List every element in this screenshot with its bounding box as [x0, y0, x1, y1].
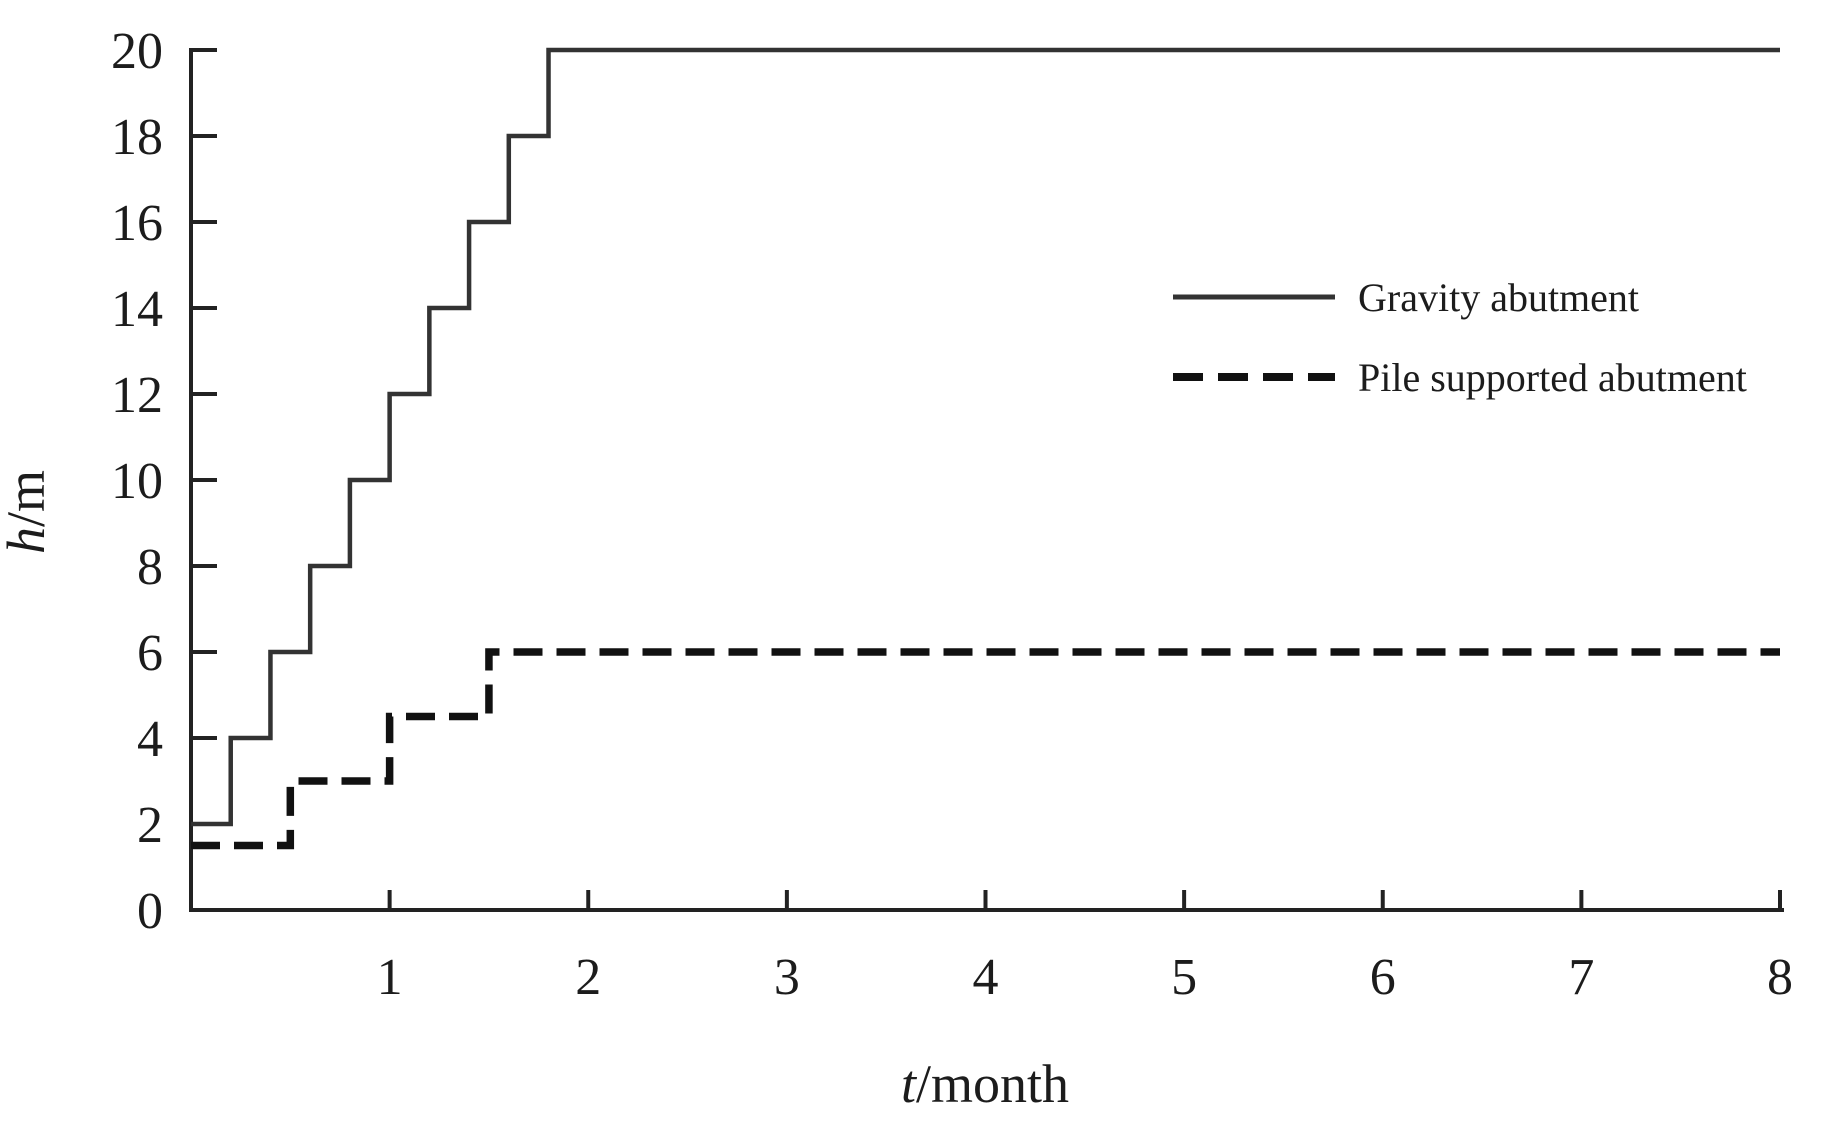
- y-tick-label: 16: [111, 195, 163, 252]
- y-axis-title: h/m: [0, 470, 56, 554]
- x-axis-variable: t: [901, 1054, 918, 1114]
- y-tick-label: 20: [111, 23, 163, 80]
- series-line-gravity-abutment: [191, 47, 1780, 827]
- y-tick-label: 2: [137, 797, 163, 854]
- x-tick-label: 2: [575, 949, 601, 1006]
- y-tick-label: 12: [111, 367, 163, 424]
- x-axis-unit: /month: [916, 1054, 1069, 1114]
- y-tick-label: 6: [137, 625, 163, 682]
- x-tick-label: 7: [1568, 949, 1594, 1006]
- data-series-group: [191, 47, 1780, 850]
- legend: Gravity abutment Pile supported abutment: [1173, 275, 1747, 400]
- x-tick-label: 8: [1767, 949, 1793, 1006]
- y-tick-label: 4: [137, 711, 163, 768]
- y-tick-label: 18: [111, 109, 163, 166]
- x-tick-label: 5: [1171, 949, 1197, 1006]
- x-tick-label: 3: [774, 949, 800, 1006]
- y-axis-variable: h: [0, 527, 56, 554]
- x-tick-label: 1: [377, 949, 403, 1006]
- x-tick-label: 6: [1370, 949, 1396, 1006]
- y-tick-label: 14: [111, 281, 163, 338]
- x-axis-title: t/month: [901, 1054, 1069, 1114]
- legend-label-pile-supported-abutment: Pile supported abutment: [1358, 355, 1747, 400]
- y-tick-label: 8: [137, 539, 163, 596]
- y-axis-unit: /m: [0, 470, 56, 527]
- y-tick-label: 10: [111, 453, 163, 510]
- legend-label-gravity-abutment: Gravity abutment: [1358, 275, 1639, 320]
- y-tick-label: 0: [137, 883, 163, 940]
- x-tick-label: 4: [973, 949, 999, 1006]
- axes: [189, 48, 1784, 912]
- series-line-pile-supported-abutment: [191, 648, 1780, 850]
